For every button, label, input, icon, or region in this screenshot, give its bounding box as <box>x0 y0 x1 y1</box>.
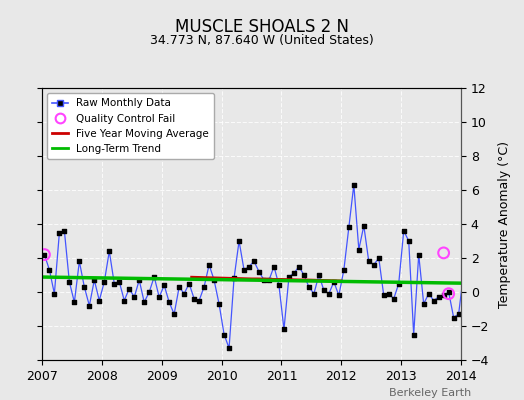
Point <box>330 278 338 285</box>
Point <box>75 258 83 265</box>
Point <box>375 255 383 261</box>
Point <box>325 290 333 297</box>
Point <box>95 297 103 304</box>
Point <box>440 250 448 256</box>
Point <box>70 299 79 306</box>
Point <box>185 280 193 287</box>
Point <box>409 331 418 338</box>
Point <box>215 301 223 307</box>
Point <box>265 277 273 283</box>
Point <box>90 277 99 283</box>
Point <box>285 274 293 280</box>
Point <box>240 267 248 273</box>
Point <box>190 296 199 302</box>
Point <box>440 292 448 298</box>
Point <box>290 270 298 276</box>
Legend: Raw Monthly Data, Quality Control Fail, Five Year Moving Average, Long-Term Tren: Raw Monthly Data, Quality Control Fail, … <box>47 93 214 159</box>
Point <box>85 302 94 309</box>
Point <box>260 277 268 283</box>
Point <box>110 280 118 287</box>
Point <box>369 262 378 268</box>
Point <box>379 292 388 298</box>
Point <box>45 267 53 273</box>
Point <box>430 297 438 304</box>
Text: Berkeley Earth: Berkeley Earth <box>389 388 472 398</box>
Point <box>40 251 49 258</box>
Point <box>195 297 203 304</box>
Point <box>310 290 318 297</box>
Point <box>200 284 208 290</box>
Point <box>385 290 393 297</box>
Point <box>389 296 398 302</box>
Point <box>444 289 453 295</box>
Point <box>105 248 114 254</box>
Point <box>140 299 148 306</box>
Point <box>300 272 308 278</box>
Point <box>225 345 233 351</box>
Point <box>270 263 278 270</box>
Point <box>205 262 213 268</box>
Point <box>454 311 463 317</box>
Point <box>275 282 283 288</box>
Point <box>280 326 288 333</box>
Point <box>40 251 49 258</box>
Point <box>315 272 323 278</box>
Point <box>125 286 134 292</box>
Point <box>340 267 348 273</box>
Point <box>250 258 258 265</box>
Point <box>130 294 138 300</box>
Point <box>359 222 368 229</box>
Point <box>235 238 243 244</box>
Point <box>350 182 358 188</box>
Point <box>345 224 353 230</box>
Point <box>145 289 154 295</box>
Point <box>450 314 458 321</box>
Point <box>400 228 408 234</box>
Point <box>355 246 363 253</box>
Point <box>460 270 468 276</box>
Point <box>245 263 253 270</box>
Point <box>255 268 263 275</box>
Text: 34.773 N, 87.640 W (United States): 34.773 N, 87.640 W (United States) <box>150 34 374 47</box>
Point <box>165 299 173 306</box>
Point <box>304 284 313 290</box>
Point <box>115 278 124 285</box>
Point <box>50 290 59 297</box>
Point <box>230 275 238 282</box>
Point <box>424 290 433 297</box>
Point <box>65 278 73 285</box>
Point <box>170 311 178 317</box>
Point <box>150 274 158 280</box>
Point <box>434 294 443 300</box>
Point <box>320 287 328 294</box>
Point <box>160 282 168 288</box>
Point <box>414 251 423 258</box>
Point <box>180 290 188 297</box>
Point <box>175 284 183 290</box>
Point <box>420 301 428 307</box>
Point <box>155 294 163 300</box>
Point <box>80 284 89 290</box>
Point <box>405 238 413 244</box>
Point <box>120 297 128 304</box>
Point <box>220 331 228 338</box>
Point <box>55 229 63 236</box>
Point <box>135 277 144 283</box>
Y-axis label: Temperature Anomaly (°C): Temperature Anomaly (°C) <box>498 140 510 308</box>
Point <box>295 263 303 270</box>
Point <box>395 280 403 287</box>
Point <box>60 228 69 234</box>
Point <box>335 292 343 298</box>
Point <box>365 258 373 265</box>
Text: MUSCLE SHOALS 2 N: MUSCLE SHOALS 2 N <box>175 18 349 36</box>
Point <box>444 290 453 297</box>
Point <box>210 277 219 283</box>
Point <box>100 278 108 285</box>
